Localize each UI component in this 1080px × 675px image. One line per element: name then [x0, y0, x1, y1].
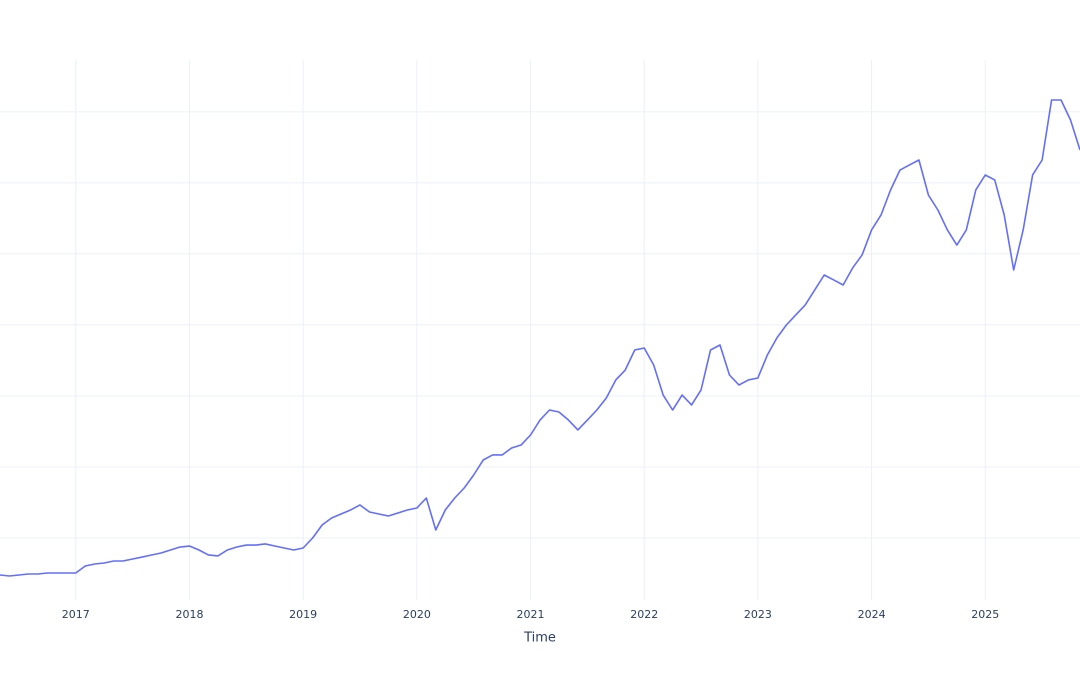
x-tick-label: 2024: [858, 608, 886, 621]
x-tick-label: 2022: [630, 608, 658, 621]
x-tick-label: 2017: [62, 608, 90, 621]
x-tick-label: 2023: [744, 608, 772, 621]
x-tick-label: 2020: [403, 608, 431, 621]
data-line: [0, 99, 1080, 577]
x-tick-label: 2019: [289, 608, 317, 621]
x-axis-title: Time: [523, 631, 556, 646]
x-tick-label: 2018: [175, 608, 203, 621]
x-tick-label: 2021: [517, 608, 545, 621]
x-tick-label: 2025: [971, 608, 999, 621]
